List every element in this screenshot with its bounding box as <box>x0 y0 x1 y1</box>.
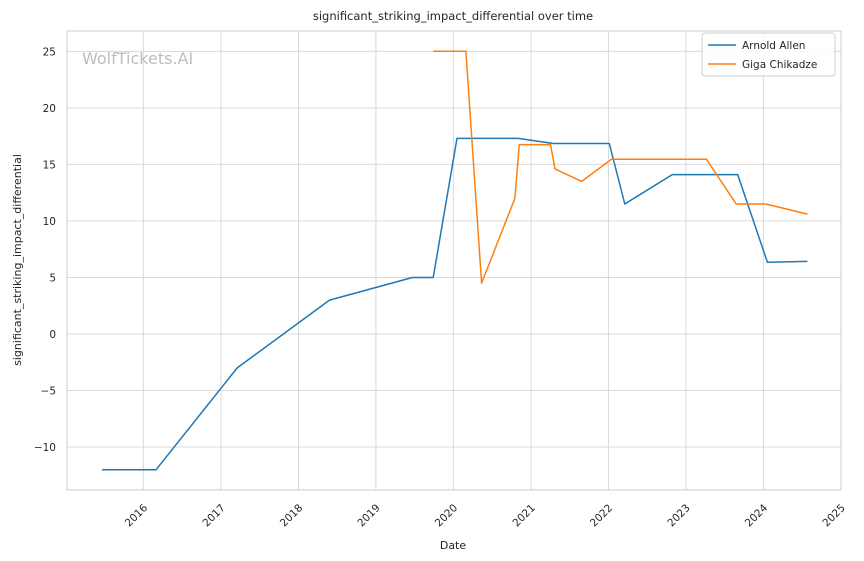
x-tick-label: 2024 <box>743 502 771 530</box>
y-axis-ticks: −10 −5 0 5 10 15 20 25 <box>34 46 56 454</box>
watermark: WolfTickets.AI <box>82 49 193 68</box>
x-tick-label: 2025 <box>820 502 847 529</box>
chart-title: significant_striking_impact_differential… <box>313 9 593 23</box>
x-tick-label: 2023 <box>665 502 692 529</box>
series-layer <box>102 50 808 471</box>
x-axis-ticks: 2016 2017 2018 2019 2020 2021 2022 2023 2024 2025 <box>123 502 848 530</box>
x-tick-label: 2018 <box>278 502 305 529</box>
x-tick-label: 2019 <box>355 502 382 529</box>
y-axis-label: significant_striking_impact_differential <box>11 154 24 366</box>
x-tick-label: 2022 <box>588 502 615 529</box>
plot-area <box>66 30 842 491</box>
legend-entry-label: Arnold Allen <box>742 40 805 52</box>
legend-entry-label: Giga Chikadze <box>742 59 817 71</box>
x-tick-label: 2021 <box>510 502 537 529</box>
y-tick-label: 20 <box>43 103 56 115</box>
series-line-arnold-allen <box>102 137 808 471</box>
x-axis-label: Date <box>440 539 467 552</box>
legend-box <box>701 32 836 77</box>
grid <box>67 31 842 490</box>
x-tick-label: 2020 <box>433 502 460 529</box>
y-tick-label: 5 <box>49 272 56 284</box>
y-tick-label: 25 <box>43 46 56 58</box>
x-tick-label: 2017 <box>200 502 227 529</box>
x-tick-label: 2016 <box>123 502 151 530</box>
y-tick-label: 10 <box>43 216 56 228</box>
y-tick-label: 0 <box>49 329 56 341</box>
series-line-giga-chikadze <box>433 50 808 284</box>
legend: Arnold Allen Giga Chikadze <box>701 32 836 77</box>
y-tick-label: −10 <box>34 442 56 454</box>
y-tick-label: 15 <box>43 159 56 171</box>
y-tick-label: −5 <box>41 386 56 398</box>
